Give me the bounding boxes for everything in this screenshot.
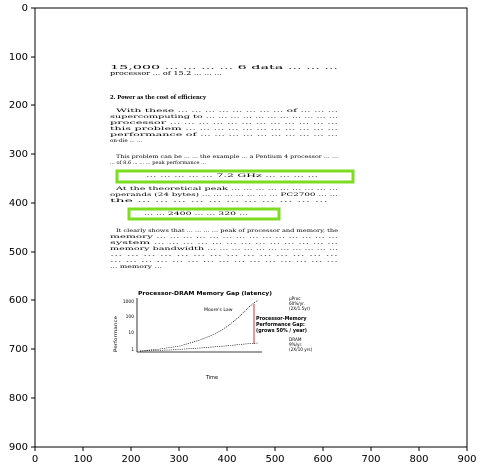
figure-y-tick: 1 <box>131 347 134 353</box>
cpu-curve <box>139 299 259 352</box>
y-tick-label: 900 <box>9 442 28 453</box>
x-tick-label: 100 <box>73 454 92 465</box>
x-tick-label: 400 <box>217 454 236 465</box>
x-tick-label: 0 <box>32 454 38 465</box>
y-axis: 0 100 200 300 400 500 600 700 800 900 <box>9 3 35 453</box>
figure-y-tick: 1000 <box>123 299 134 305</box>
paragraph-line: performance of ... ... ... ... ... ... .… <box>110 132 339 138</box>
x-tick-label: 600 <box>313 454 332 465</box>
y-tick-label: 700 <box>9 344 28 355</box>
dram-label: (2X/10 yrs) <box>289 347 313 352</box>
paragraph-line: this problem ... ... ... ... ... ... ...… <box>110 126 339 132</box>
embedded-figure: Processor-DRAM Memory Gap (latency) Perf… <box>113 291 313 381</box>
document-page: 15,000 ... ... ... ... 6 data ... ... ..… <box>110 65 355 381</box>
paragraph-line: ... ... ... ... ... ... ... ... ... ... … <box>110 258 339 264</box>
x-tick-label: 800 <box>409 454 428 465</box>
paragraph-line: ... of 8.6 ... ... ... peak performance … <box>110 160 206 166</box>
intro-line: processor ... of 15.2 ... ... ... <box>110 71 223 77</box>
section-heading: 2. Power as the cost of efficiency <box>110 95 207 101</box>
paragraph-line: the ... ... ... ... ... ... ... ... ... … <box>110 198 329 204</box>
gap-label: Performance Gap: <box>256 322 305 328</box>
cpu-label: 60%/yr. <box>289 301 305 306</box>
cpu-label: (2X/1.5yr) <box>289 306 310 311</box>
figure-title: Processor-DRAM Memory Gap (latency) <box>138 291 272 297</box>
y-tick-label: 500 <box>9 247 28 258</box>
x-tick-label: 300 <box>169 454 188 465</box>
highlighted-formula: ... ... 2400 ... ... 320 ... <box>144 211 249 217</box>
paragraph-line: ... ... ... ... ... ... ... ... ... ... … <box>110 252 339 258</box>
gap-label: Processor-Memory <box>256 316 307 322</box>
x-tick-label: 900 <box>457 454 476 465</box>
figure-x-label: Time <box>205 375 218 381</box>
paragraph-line: processor ... ... ... ... ... ... ... ..… <box>110 120 339 126</box>
paragraph-line: At the theoretical peak ... ... ... ... … <box>114 186 339 192</box>
paragraph-line: This problem can be ... ... the example … <box>116 154 339 160</box>
dram-label: 9%/yr. <box>289 342 302 347</box>
paragraph-line: on-die ... ... <box>110 138 142 144</box>
x-tick-label: 700 <box>361 454 380 465</box>
paragraph-line: memory ... ... ... ... ... ... ... ... .… <box>110 234 339 240</box>
cpu-label: µProc <box>289 296 301 301</box>
y-tick-label: 100 <box>9 52 28 63</box>
paragraph-line: system ... ... ... ... ... ... ... ... .… <box>110 240 339 246</box>
dram-label: DRAM <box>289 337 302 342</box>
axes-frame <box>34 7 468 448</box>
x-tick-label: 500 <box>265 454 284 465</box>
paragraph-line: It clearly shows that ... ... ... ... pe… <box>116 228 338 234</box>
x-tick-label: 200 <box>121 454 140 465</box>
dram-curve <box>139 342 259 352</box>
figure-y-tick: 10 <box>128 330 134 336</box>
y-tick-label: 400 <box>9 198 28 209</box>
gap-label: (grows 50% / year) <box>256 328 307 334</box>
paragraph-line: operands (24 bytes) ... ... ... ... ... … <box>110 191 339 198</box>
paragraph-line: supercomputing to ... ... ... ... ... ..… <box>110 114 339 120</box>
x-axis: 0 100 200 300 400 500 600 700 800 900 <box>32 447 477 465</box>
figure-y-tick: 100 <box>126 314 135 320</box>
highlighted-formula: ... ... ... ... ... 7.2 GHz ... ... ... … <box>146 173 319 179</box>
moores-law-label: Moore's Law <box>204 307 233 313</box>
highlight-box <box>127 207 281 221</box>
paragraph-line: ... memory ... <box>110 264 163 270</box>
paragraph-line: With these ... ... ... ... ... ... ... .… <box>116 108 339 114</box>
highlight-box <box>115 169 355 184</box>
paragraph-line: memory bandwidth ... ... ... ... ... ...… <box>110 246 339 252</box>
y-tick-label: 200 <box>9 100 28 111</box>
y-tick-label: 0 <box>22 3 28 14</box>
y-tick-label: 800 <box>9 393 28 404</box>
y-tick-label: 600 <box>9 295 28 306</box>
intro-line: 15,000 ... ... ... ... 6 data ... ... ..… <box>110 65 339 71</box>
y-tick-label: 300 <box>9 149 28 160</box>
figure-y-label: Performance <box>113 316 119 352</box>
